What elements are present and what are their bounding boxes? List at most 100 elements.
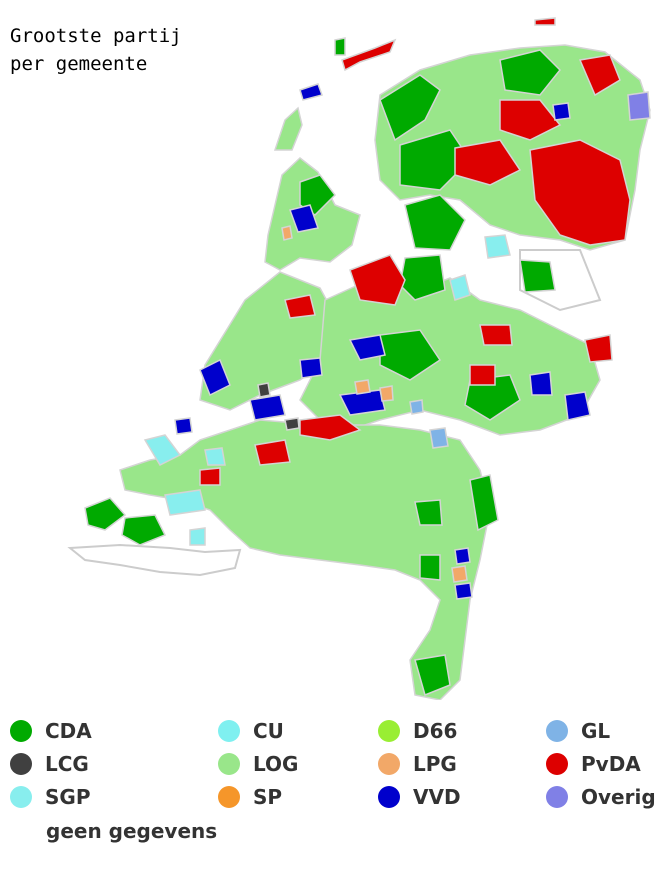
region-pvda-noordzee bbox=[341, 38, 397, 72]
region-nodata-zeeland-south bbox=[67, 543, 242, 577]
region-lpg-nh bbox=[281, 225, 293, 241]
region-pvda-nh bbox=[284, 294, 316, 319]
region-vvd-twente bbox=[564, 391, 591, 421]
legend-label-d66: D66 bbox=[413, 719, 458, 743]
region-cda-groningen bbox=[499, 49, 562, 96]
region-vvd-texel bbox=[299, 83, 323, 101]
region-lpg-limburg bbox=[451, 565, 468, 583]
legend-label-pvda: PvDA bbox=[581, 752, 641, 776]
region-vvd-zh bbox=[174, 417, 193, 435]
legend-item-sgp: SGP bbox=[10, 782, 90, 812]
region-vvd-den-haag bbox=[199, 358, 231, 397]
region-cda-gelderland2 bbox=[464, 374, 521, 421]
legend-swatch-sgp bbox=[10, 786, 32, 808]
region-cda-nh2 bbox=[334, 37, 346, 56]
region-pvda-brabant bbox=[254, 439, 291, 466]
legend-item-lcg: LCG bbox=[10, 749, 89, 779]
legend-label-lpg: LPG bbox=[413, 752, 457, 776]
map-lcg-regions bbox=[257, 382, 300, 431]
region-pvda-flevoland bbox=[349, 254, 406, 306]
map-title: Grootste partij per gemeente bbox=[10, 22, 182, 78]
region-vvd-utrecht2 bbox=[299, 357, 323, 379]
map-title-line-1: Grootste partij bbox=[10, 25, 182, 47]
legend-label-lcg: LCG bbox=[45, 752, 89, 776]
region-cda-zeeland2 bbox=[121, 514, 167, 546]
region-lpg-gelderland bbox=[379, 385, 394, 402]
region-cda-friesland bbox=[379, 74, 441, 142]
legend-label-sgp: SGP bbox=[45, 785, 91, 809]
legend-label-vvd: VVD bbox=[413, 785, 461, 809]
legend-label-log: LOG bbox=[253, 752, 299, 776]
region-cda-overijssel2 bbox=[519, 259, 556, 293]
map-pvda-regions bbox=[199, 17, 631, 486]
legend-swatch-sp bbox=[218, 786, 240, 808]
region-vvd-gooi bbox=[348, 334, 386, 361]
region-lpg-utrecht bbox=[354, 379, 371, 395]
region-vvd-brabant2 bbox=[454, 547, 471, 565]
map-title-line-2: per gemeente bbox=[10, 53, 148, 75]
legend-swatch-lcg bbox=[10, 753, 32, 775]
legend-swatch-d66 bbox=[378, 720, 400, 742]
region-lcg-zh2 bbox=[284, 417, 300, 431]
region-log-texel bbox=[273, 106, 303, 151]
legend-swatch-gl bbox=[546, 720, 568, 742]
region-pvda-groningen3 bbox=[578, 54, 621, 97]
legend-item-vvd: VVD bbox=[378, 782, 461, 812]
map-vvd-regions bbox=[174, 83, 591, 600]
map-cda-regions bbox=[84, 37, 562, 697]
legend-item-lpg: LPG bbox=[378, 749, 457, 779]
legend-swatch-cda bbox=[10, 720, 32, 742]
netherlands-map bbox=[67, 17, 651, 700]
region-pvda-groningen2 bbox=[499, 99, 562, 141]
region-overig-groningen bbox=[627, 91, 651, 121]
legend-label-overig: Overig bbox=[581, 785, 656, 809]
region-cda-limburg2 bbox=[414, 654, 451, 697]
region-vvd-zuidholland bbox=[249, 394, 286, 421]
map-gl-regions bbox=[409, 399, 449, 449]
region-sgp-zeeland bbox=[143, 434, 182, 466]
legend-item-sp: SP bbox=[218, 782, 282, 812]
region-pvda-friesland bbox=[454, 139, 522, 186]
region-vvd-friesland bbox=[552, 102, 571, 121]
legend-swatch-pvda bbox=[546, 753, 568, 775]
legend-item-cu: CU bbox=[218, 716, 284, 746]
legend-item-cda: CDA bbox=[10, 716, 92, 746]
legend-label-no-data: geen gegevens bbox=[46, 819, 218, 843]
legend-swatch-cu bbox=[218, 720, 240, 742]
region-pvda-gelderland2 bbox=[469, 364, 496, 386]
region-cda-gelderland bbox=[379, 329, 442, 381]
region-cda-zuid bbox=[469, 474, 499, 532]
region-cda-drenthe bbox=[404, 194, 466, 251]
region-log-zuid bbox=[119, 419, 491, 700]
region-sgp-flevoland bbox=[449, 274, 471, 301]
legend-swatch-lpg bbox=[378, 753, 400, 775]
region-vvd-nh bbox=[289, 204, 319, 233]
legend-item-pvda: PvDA bbox=[546, 749, 641, 779]
region-pvda-zeeland bbox=[199, 467, 221, 486]
legend-label-cu: CU bbox=[253, 719, 284, 743]
region-pvda-twente bbox=[584, 334, 613, 363]
map-sgp-regions bbox=[143, 234, 511, 546]
region-sgp-goeree bbox=[204, 447, 226, 466]
legend-label-sp: SP bbox=[253, 785, 283, 809]
map-lpg-regions bbox=[281, 225, 468, 583]
legend-swatch-overig bbox=[546, 786, 568, 808]
region-lcg-zh bbox=[257, 382, 271, 398]
region-pvda-utrecht bbox=[299, 414, 362, 441]
region-cda-limburg bbox=[419, 554, 441, 581]
legend-item-overig: Overig bbox=[546, 782, 656, 812]
legend-item-log: LOG bbox=[218, 749, 298, 779]
region-pvda-gelderland bbox=[479, 324, 513, 346]
legend-label-cda: CDA bbox=[45, 719, 92, 743]
region-cda-zeeland bbox=[84, 497, 127, 531]
region-pvda-groningen bbox=[529, 139, 631, 246]
region-vvd-achterhoek bbox=[529, 371, 553, 396]
legend-item-d66: D66 bbox=[378, 716, 457, 746]
region-cda-brabant bbox=[414, 499, 443, 526]
legend-swatch-vvd bbox=[378, 786, 400, 808]
region-pvda-topright bbox=[534, 17, 556, 26]
region-sgp-zeeland2 bbox=[164, 489, 206, 516]
region-gl-nijmegen bbox=[429, 427, 449, 449]
legend-item-gl: GL bbox=[546, 716, 610, 746]
